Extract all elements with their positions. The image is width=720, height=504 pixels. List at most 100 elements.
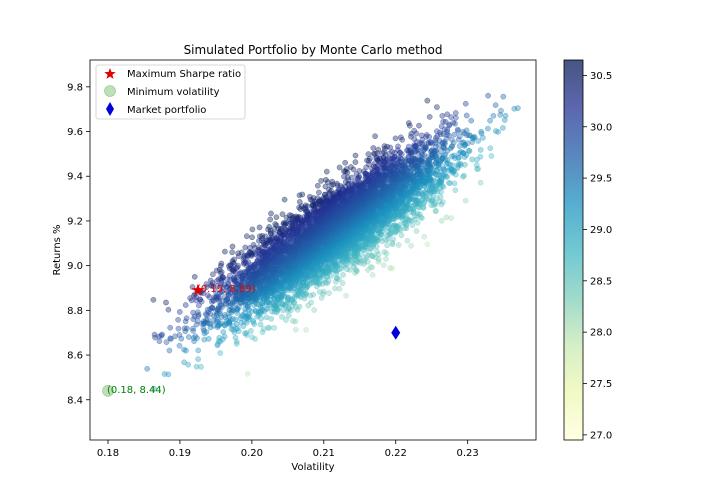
scatter-point	[195, 356, 201, 362]
scatter-point	[477, 147, 484, 153]
scatter-point	[200, 325, 207, 332]
scatter-point	[185, 334, 192, 340]
scatter-point	[455, 161, 462, 167]
scatter-point	[166, 347, 173, 354]
scatter-point	[511, 105, 518, 112]
scatter-point	[500, 125, 506, 131]
scatter-point	[260, 326, 267, 332]
scatter-point	[271, 324, 278, 331]
scatter-point	[320, 291, 327, 297]
scatter-point	[500, 93, 507, 100]
scatter-point	[242, 330, 248, 337]
scatter-point	[460, 129, 466, 135]
scatter-point	[221, 333, 228, 340]
scatter-point	[293, 304, 299, 310]
scatter-point	[233, 341, 240, 347]
scatter-point	[443, 214, 450, 221]
scatter-point	[334, 275, 340, 281]
scatter-point	[423, 195, 430, 202]
scatter-point	[194, 309, 201, 316]
scatter-point	[296, 303, 303, 310]
scatter-point	[425, 139, 431, 146]
scatter-point	[201, 336, 208, 343]
scatter-point	[336, 285, 343, 292]
scatter-point	[502, 112, 509, 119]
scatter-point	[374, 248, 380, 255]
scatter-point	[383, 256, 389, 262]
scatter-point	[292, 326, 299, 333]
scatter-point	[384, 242, 390, 249]
scatter-point	[433, 195, 440, 202]
scatter-point	[260, 307, 266, 314]
scatter-point	[413, 228, 420, 234]
scatter-point	[411, 213, 418, 220]
scatter-point	[390, 222, 397, 229]
scatter-point	[383, 232, 390, 239]
scatter-point	[379, 238, 385, 244]
scatter-point	[339, 280, 346, 286]
scatter-point	[364, 252, 370, 259]
scatter-point	[156, 338, 163, 345]
scatter-point	[367, 264, 374, 270]
scatter-point	[461, 172, 467, 179]
scatter-point	[264, 305, 271, 311]
scatter-point	[252, 336, 259, 342]
scatter-point	[240, 323, 247, 329]
scatter-point	[449, 153, 455, 160]
scatter-point	[204, 306, 211, 313]
scatter-point	[311, 307, 318, 313]
scatter-point	[277, 291, 284, 298]
scatter-point	[144, 365, 151, 372]
scatter-point	[216, 334, 223, 341]
scatter-point	[487, 145, 494, 152]
scatter-point	[468, 117, 475, 124]
scatter-point	[370, 253, 377, 260]
scatter-point	[463, 112, 470, 119]
scatter-point	[487, 117, 493, 124]
scatter-point	[249, 334, 255, 341]
scatter-point	[448, 215, 454, 221]
scatter-point	[380, 262, 387, 269]
scatter-point	[340, 271, 346, 278]
scatter-point	[375, 251, 382, 258]
chart-title: Simulated Portfolio by Monte Carlo metho…	[184, 43, 443, 57]
scatter-point	[279, 301, 286, 307]
scatter-point	[343, 292, 349, 299]
scatter-point	[457, 148, 464, 155]
scatter-point	[203, 316, 209, 323]
scatter-point	[285, 312, 292, 319]
scatter-point	[381, 249, 388, 255]
scatter-point	[175, 325, 182, 332]
scatter-point	[181, 359, 187, 366]
scatter-point	[493, 128, 499, 134]
scatter-point	[248, 328, 254, 334]
scatter-point	[390, 236, 397, 243]
scatter-point	[181, 325, 188, 332]
scatter-point	[361, 261, 367, 267]
scatter-point	[485, 125, 491, 132]
scatter-point	[408, 242, 414, 249]
scatter-point	[375, 256, 382, 262]
scatter-point	[244, 370, 251, 377]
scatter-point	[151, 386, 158, 392]
scatter-point	[490, 112, 497, 119]
scatter-point	[438, 217, 445, 224]
scatter-point	[473, 162, 480, 168]
scatter-point	[478, 128, 484, 135]
scatter-point	[263, 314, 270, 321]
scatter-point	[232, 334, 239, 341]
scatter-point	[192, 333, 199, 340]
scatter-point	[193, 363, 200, 370]
scatter-point	[292, 291, 299, 298]
scatter-point	[469, 156, 476, 163]
scatter-point	[284, 294, 291, 301]
scatter-point	[445, 179, 452, 186]
scatter-point	[308, 299, 314, 306]
scatter-point	[498, 107, 504, 114]
scatter-point	[268, 315, 275, 322]
scatter-point	[161, 371, 168, 377]
scatter-point	[220, 329, 227, 335]
scatter-point	[462, 197, 469, 204]
scatter-point	[457, 160, 464, 167]
scatter-point	[462, 161, 468, 168]
